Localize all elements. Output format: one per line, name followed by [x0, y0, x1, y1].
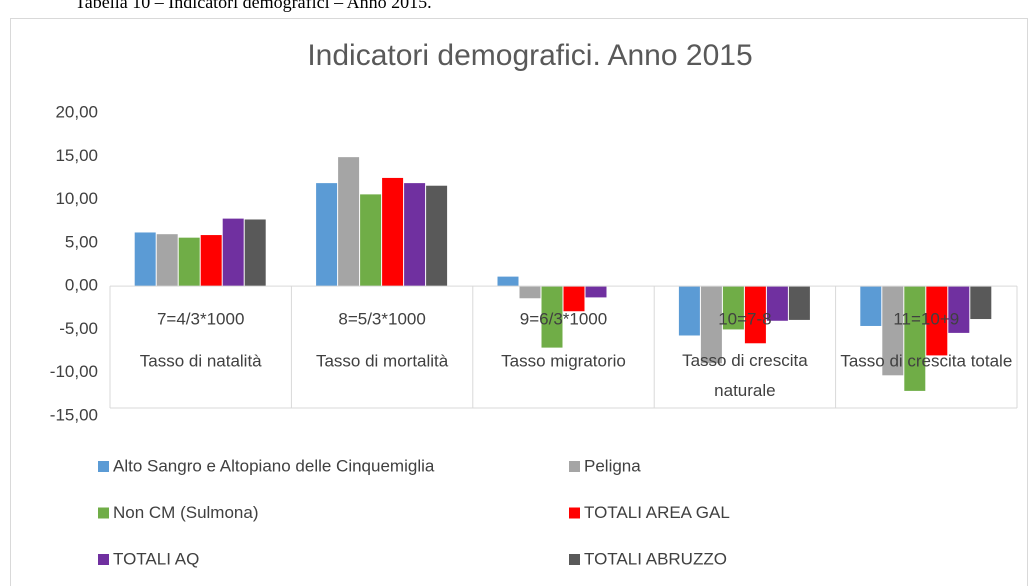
bar [519, 286, 541, 299]
bar [497, 276, 519, 287]
chart-frame [10, 18, 1028, 586]
y-tick-label: 0,00 [65, 276, 98, 295]
category-code: 10=7-8 [718, 309, 771, 328]
y-tick-label: 20,00 [55, 102, 98, 121]
legend-swatch [98, 507, 109, 519]
bar [541, 286, 563, 348]
bar [788, 286, 810, 320]
y-tick-label: 10,00 [55, 189, 98, 208]
chart-title: Indicatori demografici. Anno 2015 [307, 39, 752, 72]
bar [244, 219, 266, 287]
x-tick-label: Tasso di mortalità [316, 351, 449, 370]
bar [156, 234, 178, 287]
legend-label: Peligna [584, 456, 641, 475]
category-code: 9=6/3*1000 [520, 309, 607, 328]
bar [222, 218, 244, 287]
bar [178, 237, 200, 287]
x-tick-label: Tasso di crescita totale [840, 351, 1012, 370]
category-code: 8=5/3*1000 [338, 309, 425, 328]
bar [860, 286, 882, 326]
bar [970, 286, 992, 320]
bar [316, 183, 338, 287]
legend-label: TOTALI ABRUZZO [584, 549, 727, 568]
y-tick-label: 5,00 [65, 232, 98, 251]
label-line: naturale [714, 381, 775, 400]
category-code: 11=10+9 [893, 309, 959, 328]
bar [382, 177, 404, 287]
category-code: 7=4/3*1000 [157, 309, 244, 328]
bar [563, 286, 585, 312]
bar [744, 286, 766, 344]
legend-label: TOTALI AREA GAL [584, 503, 730, 522]
y-tick-label: -15,00 [50, 405, 98, 424]
legend-swatch [569, 507, 580, 519]
legend-swatch [98, 461, 109, 472]
bar [766, 286, 788, 321]
y-tick-label: 15,00 [55, 146, 98, 165]
bar [426, 185, 448, 287]
bar [700, 286, 722, 364]
bar [360, 194, 382, 287]
bar [404, 183, 426, 287]
bar [904, 286, 926, 391]
legend-label: Non CM (Sulmona) [113, 503, 259, 522]
bar [200, 235, 222, 287]
legend-swatch [98, 554, 109, 565]
bar [926, 286, 948, 356]
legend-label: Alto Sangro e Altopiano delle Cinquemigl… [113, 456, 435, 475]
bar [134, 232, 156, 287]
caption: Tabella 10 – Indicatori demografici – An… [75, 0, 432, 12]
bar [678, 286, 700, 336]
legend-swatch [569, 461, 580, 472]
bar [882, 286, 904, 376]
legend-label: TOTALI AQ [113, 549, 199, 568]
bar [338, 157, 360, 287]
x-tick-label: Tasso di crescita naturale [682, 351, 808, 400]
label-line: Tasso di crescita [682, 351, 808, 370]
x-tick-label: Tasso migratorio [501, 351, 626, 370]
bar [948, 286, 970, 333]
bar [722, 286, 744, 330]
x-tick-label: Tasso di natalità [140, 351, 262, 370]
bar [585, 286, 607, 298]
y-tick-label: -10,00 [50, 362, 98, 381]
legend-swatch [569, 554, 580, 565]
y-tick-label: -5,00 [59, 319, 98, 338]
